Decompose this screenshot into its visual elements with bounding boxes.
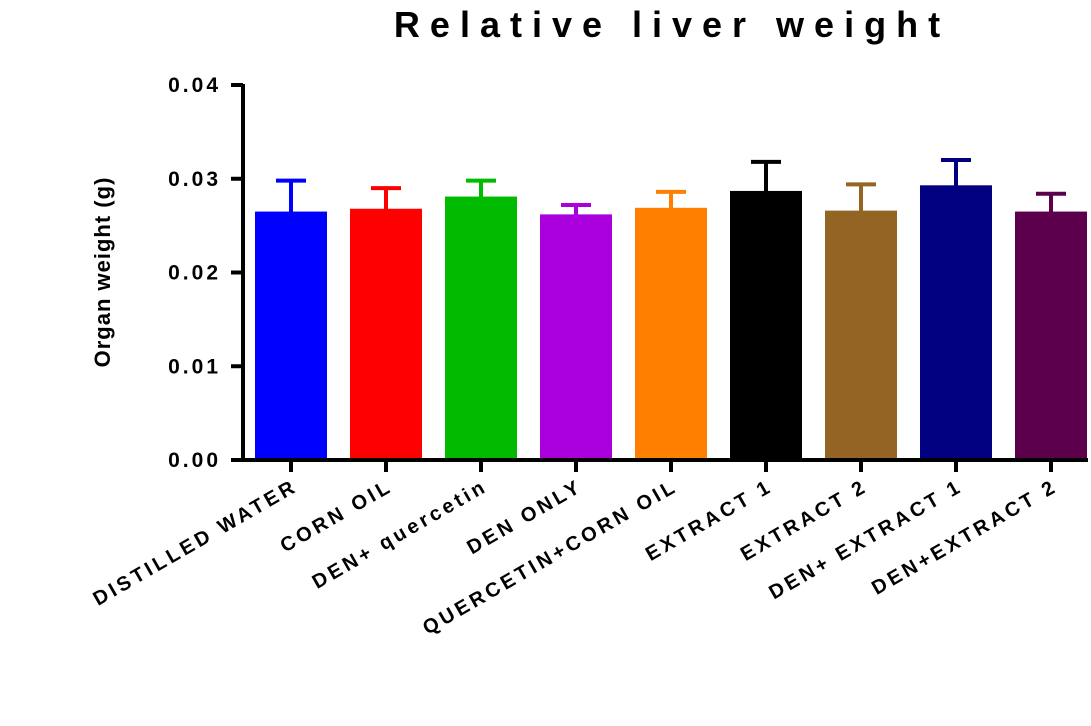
y-tick-label: 0.00 [168, 449, 221, 472]
y-axis-title: Organ weight (g) [90, 177, 115, 368]
bar [540, 214, 612, 460]
bar [920, 185, 992, 460]
bar [255, 211, 327, 460]
bar [635, 207, 707, 460]
x-tick-label: DEN+ quercetin [309, 475, 492, 593]
chart-title: Relative liver weight [394, 4, 950, 45]
bar [350, 208, 422, 460]
bar [1015, 211, 1087, 460]
y-tick-label: 0.03 [168, 168, 221, 191]
bar [445, 196, 517, 460]
bar [825, 210, 897, 460]
x-tick-label: DISTILLED WATER [89, 475, 301, 610]
y-tick-label: 0.02 [168, 262, 221, 285]
y-tick-label: 0.04 [168, 74, 221, 97]
y-tick-label: 0.01 [168, 355, 221, 378]
bar [730, 190, 802, 460]
